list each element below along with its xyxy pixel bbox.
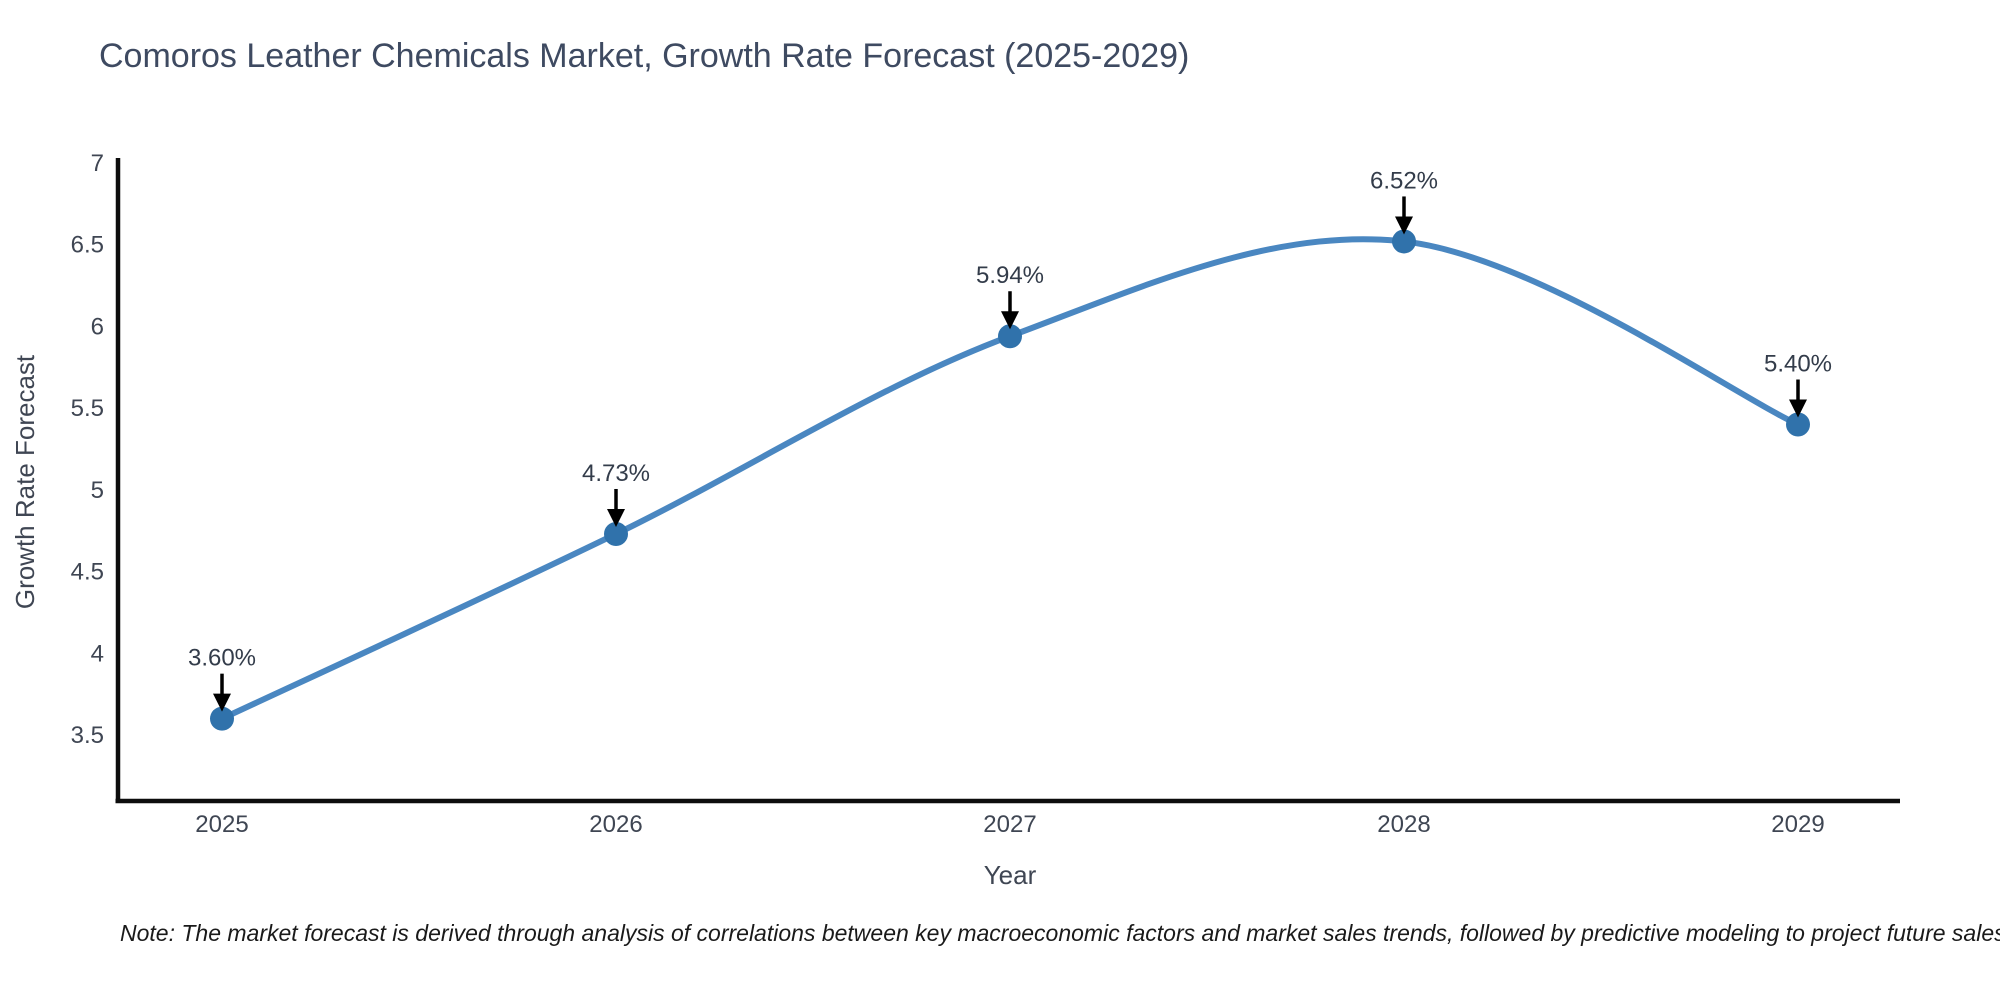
- point-value-label: 4.73%: [582, 460, 650, 487]
- y-axis-title: Growth Rate Forecast: [10, 354, 40, 609]
- annotation-arrow-head: [607, 508, 625, 527]
- x-tick-label: 2029: [1771, 811, 1824, 838]
- y-tick-label: 3.5: [71, 722, 104, 749]
- x-tick-label: 2025: [195, 811, 248, 838]
- y-tick-label: 7: [91, 150, 104, 177]
- x-tick-label: 2027: [983, 811, 1036, 838]
- y-tick-label: 5.5: [71, 395, 104, 422]
- annotation-arrow-head: [1395, 216, 1413, 235]
- annotation-arrow-head: [1001, 311, 1019, 330]
- annotation-layer: 3.60% 4.73% 5.94% 6.52% 5.40%: [188, 167, 1832, 712]
- y-tick-label: 5: [91, 477, 104, 504]
- point-value-label: 3.60%: [188, 645, 256, 672]
- annotation-arrow-head: [1789, 399, 1807, 418]
- y-tick-label: 4.5: [71, 559, 104, 586]
- y-tick-label: 4: [91, 640, 104, 667]
- data-point-marker: [1786, 412, 1810, 437]
- x-axis-title: Year: [984, 860, 1037, 890]
- footnote: Note: The market forecast is derived thr…: [120, 920, 2000, 946]
- y-tick-label: 6: [91, 313, 104, 340]
- x-tick-label: 2026: [589, 811, 642, 838]
- annotation-arrow-head: [213, 693, 231, 712]
- point-value-label: 6.52%: [1370, 167, 1438, 194]
- data-point-marker: [998, 324, 1022, 349]
- data-point-marker: [1392, 229, 1416, 254]
- chart-title: Comoros Leather Chemicals Market, Growth…: [99, 37, 1189, 75]
- series-layer: [210, 229, 1810, 731]
- axes-layer: 7 6.5 6 5.5 5 4.5 4 3.5 2025 2026 2027 2028 2029: [71, 150, 1900, 838]
- y-tick-label: 6.5: [71, 232, 104, 259]
- x-tick-label: 2028: [1377, 811, 1430, 838]
- point-value-label: 5.94%: [976, 262, 1044, 289]
- data-point-marker: [210, 706, 234, 731]
- data-point-marker: [604, 521, 628, 546]
- point-value-label: 5.40%: [1764, 350, 1832, 377]
